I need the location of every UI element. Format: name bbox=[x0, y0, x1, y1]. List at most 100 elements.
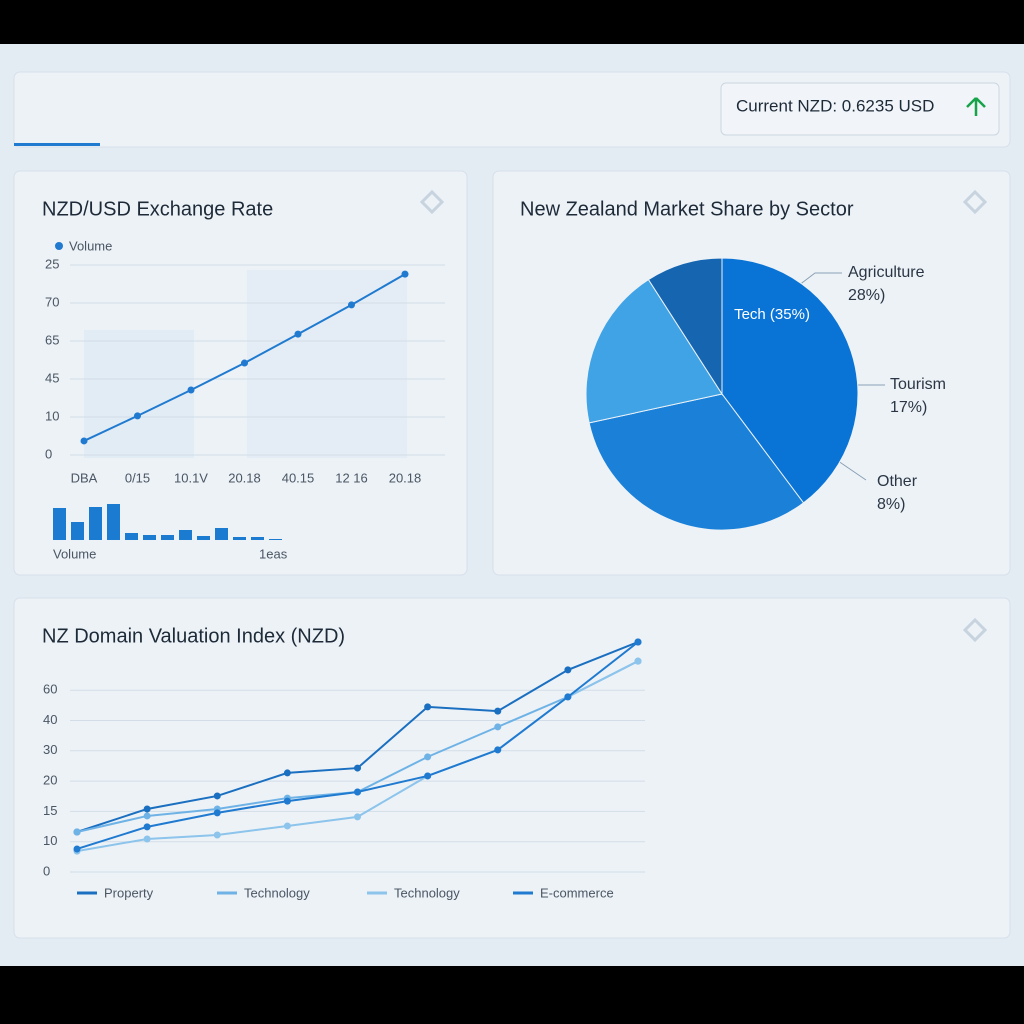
bar bbox=[107, 504, 120, 540]
volume-bars bbox=[53, 504, 282, 540]
legend-label: Technology bbox=[394, 885, 460, 900]
pie-slice bbox=[721, 257, 859, 504]
legend-label: Property bbox=[104, 885, 154, 900]
data-point bbox=[354, 813, 361, 821]
y-tick-label: 0 bbox=[43, 863, 50, 878]
x-tick-label: 20.18 bbox=[228, 470, 261, 485]
legend-label: E-commerce bbox=[540, 885, 614, 900]
x-tick-label: 40.15 bbox=[282, 470, 315, 485]
y-tick-label: 45 bbox=[45, 370, 59, 385]
slice-name: Other bbox=[877, 473, 918, 490]
data-point bbox=[241, 359, 248, 367]
y-tick-label: 25 bbox=[45, 256, 59, 271]
data-point bbox=[424, 703, 432, 711]
data-point bbox=[213, 792, 221, 800]
y-tick-label: 30 bbox=[43, 742, 57, 757]
x-tick-label: 10.1V bbox=[174, 470, 208, 485]
data-point bbox=[143, 812, 151, 820]
data-point bbox=[564, 666, 572, 674]
data-point bbox=[80, 437, 88, 445]
bar bbox=[71, 522, 84, 540]
data-point bbox=[564, 693, 572, 701]
bar bbox=[143, 535, 156, 540]
slice-value: 28%) bbox=[848, 287, 885, 304]
data-point bbox=[424, 772, 432, 780]
data-point bbox=[354, 788, 361, 796]
y-tick-label: 20 bbox=[43, 773, 57, 788]
x-tick-label: 20.18 bbox=[389, 470, 422, 485]
exchange-chart: 0 10 45 65 70 25 DBA 0/15 10.1V 20.18 40.15 12 16 20… bbox=[45, 256, 445, 485]
pie-slice bbox=[585, 278, 723, 424]
data-point bbox=[213, 809, 221, 817]
y-tick-label: 10 bbox=[45, 408, 59, 423]
y-tick-label: 65 bbox=[45, 332, 59, 347]
data-point bbox=[213, 831, 221, 839]
up-arrow bbox=[966, 97, 986, 116]
bar bbox=[161, 535, 174, 540]
data-point bbox=[283, 822, 291, 830]
slice-value: (35%) bbox=[770, 306, 810, 323]
pie-slice bbox=[647, 257, 723, 396]
legend-label: Technology bbox=[244, 885, 310, 900]
legend-label: Volume bbox=[69, 238, 112, 253]
data-point bbox=[354, 764, 361, 772]
slice-name: Tech bbox=[734, 306, 766, 323]
data-point bbox=[424, 753, 432, 761]
slice-label: Tech (35%) bbox=[734, 306, 810, 323]
data-point bbox=[187, 386, 195, 394]
y-tick-label: 15 bbox=[43, 803, 57, 818]
data-point bbox=[294, 330, 302, 338]
valuation-chart: 0 10 15 20 30 40 60 Property Technology Technolog… bbox=[43, 638, 645, 900]
menu-icon[interactable] bbox=[419, 189, 988, 643]
slice-name: Agriculture bbox=[848, 264, 925, 281]
bar bbox=[179, 530, 192, 540]
chart-title: NZD/USD Exchange Rate bbox=[42, 198, 273, 220]
y-tick-label: 0 bbox=[45, 446, 52, 461]
data-point bbox=[134, 412, 141, 420]
data-point bbox=[494, 707, 502, 715]
bar bbox=[125, 533, 138, 540]
ticker-text: Current NZD: 0.6235 USD bbox=[736, 96, 934, 115]
bar bbox=[233, 537, 246, 540]
data-point bbox=[283, 769, 291, 777]
y-tick-label: 60 bbox=[43, 682, 57, 697]
data-point bbox=[634, 657, 642, 665]
sector-pie: Tech (35%) Agriculture 28%) Tourism 17%) Othe… bbox=[585, 257, 946, 531]
x-tick-label: 0/15 bbox=[125, 470, 150, 485]
bar bbox=[269, 539, 282, 540]
bar bbox=[89, 507, 102, 540]
bar bbox=[197, 536, 210, 540]
bar bbox=[53, 508, 66, 540]
chart-title: NZ Domain Valuation Index (NZD) bbox=[42, 625, 345, 647]
bar bbox=[251, 537, 264, 540]
y-tick-label: 70 bbox=[45, 294, 59, 309]
data-point bbox=[494, 746, 502, 754]
x-tick-label: 12 16 bbox=[335, 470, 368, 485]
y-tick-label: 40 bbox=[43, 712, 57, 727]
axis-label: 1eas bbox=[259, 546, 288, 561]
data-point bbox=[634, 638, 642, 646]
data-point bbox=[401, 270, 409, 278]
slice-value: 8%) bbox=[877, 496, 905, 513]
shade bbox=[84, 330, 194, 458]
data-point bbox=[143, 835, 151, 843]
slice-value: 17%) bbox=[890, 399, 927, 416]
x-tick-label: DBA bbox=[71, 470, 98, 485]
legend-dot bbox=[55, 242, 63, 250]
active-tab[interactable] bbox=[14, 143, 100, 146]
data-point bbox=[494, 723, 502, 731]
bar bbox=[215, 528, 228, 540]
slice-name: Tourism bbox=[890, 376, 946, 393]
y-tick-label: 10 bbox=[43, 833, 57, 848]
axis-label: Volume bbox=[53, 546, 96, 561]
data-point bbox=[73, 845, 81, 853]
data-point bbox=[143, 823, 151, 831]
data-point bbox=[73, 828, 81, 836]
data-point bbox=[143, 805, 151, 813]
shade bbox=[247, 270, 407, 458]
ticker-box bbox=[720, 82, 1000, 136]
data-point bbox=[283, 797, 291, 805]
pie-slice bbox=[588, 393, 805, 531]
